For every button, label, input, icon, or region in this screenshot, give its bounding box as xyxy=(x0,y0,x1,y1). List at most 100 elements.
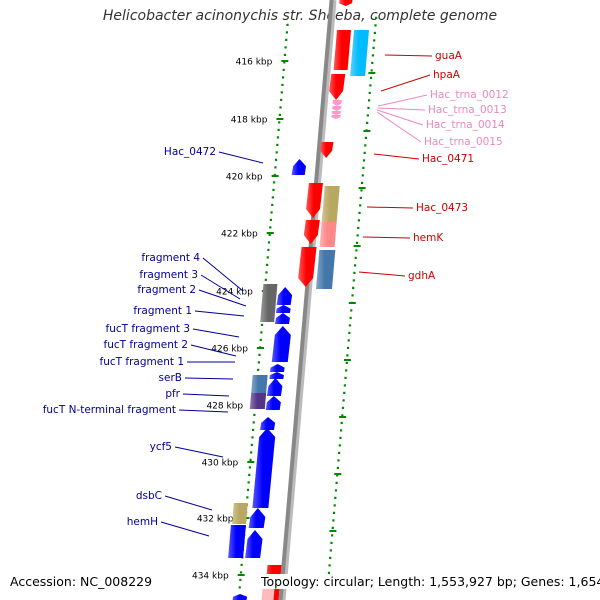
hemH-rev-cds xyxy=(245,530,263,558)
gdhA-cds xyxy=(298,247,317,287)
leader-Hac_0471 xyxy=(373,153,420,160)
left-rail-dot-20 xyxy=(273,173,276,176)
right-rail-dot-10 xyxy=(368,91,371,94)
right-rail-dot-53 xyxy=(341,414,344,417)
guaA-partner-cds xyxy=(350,30,369,76)
right-rail-dot-71 xyxy=(329,549,332,552)
dsbC-rev-cds xyxy=(248,508,266,528)
leader-hemK xyxy=(362,236,411,239)
right-rail-dot-54 xyxy=(340,421,343,424)
feature-label-gdhA: gdhA xyxy=(408,270,436,282)
feature-label-Hac_trna_0015: Hac_trna_0015 xyxy=(424,136,503,148)
left-rail-dot-27 xyxy=(269,226,272,229)
right-rail-dot-32 xyxy=(354,256,357,259)
feature-label-fragment-2: fragment 2 xyxy=(137,284,196,296)
Hac_0471-cds xyxy=(320,142,334,158)
leader-pfr xyxy=(182,393,230,397)
left-rail-dot-17 xyxy=(275,151,278,154)
right-rail-dot-12 xyxy=(367,106,370,109)
right-rail-dot-59 xyxy=(337,459,340,462)
left-rail-dot-6 xyxy=(282,68,285,71)
gdhA-partner-cds xyxy=(315,250,336,289)
dsbC-cds xyxy=(232,503,248,524)
right-rail-dot-21 xyxy=(361,174,364,177)
left-rail-dot-57 xyxy=(250,451,253,454)
leader-Hac_0473 xyxy=(366,206,414,209)
left-rail-dot-3 xyxy=(284,46,287,49)
right-rail-dot-57 xyxy=(338,444,341,447)
leader-serB xyxy=(184,377,234,380)
left-rail-dot-8 xyxy=(281,83,284,86)
ruler-tick-label: 424 kbp xyxy=(216,288,253,298)
right-rail-dot-50 xyxy=(343,391,346,394)
right-rail-dot-64 xyxy=(334,496,337,499)
right-rail-dot-17 xyxy=(364,144,367,147)
ruler-tick-label: 426 kbp xyxy=(211,345,248,355)
left-rail-dot-13 xyxy=(278,121,281,124)
right-rail-dot-48 xyxy=(344,376,347,379)
leader-gdhA xyxy=(358,271,406,277)
trna-0013 xyxy=(332,106,342,111)
left-rail-dot-32 xyxy=(266,263,269,266)
trna-0015 xyxy=(331,115,341,119)
ycf5-cds xyxy=(252,428,276,508)
right-rail-dot-47 xyxy=(345,369,348,372)
reverse-cds-bottom xyxy=(232,594,248,600)
right-rail-dot-29 xyxy=(356,234,359,237)
right-rail-dot-65 xyxy=(333,504,336,507)
fragment-1-cds xyxy=(275,313,290,324)
Hac_0472-cds xyxy=(291,159,307,175)
leader-fucT-fragment-2 xyxy=(190,344,237,357)
leader-Hac_trna_0014 xyxy=(376,109,424,126)
left-rail-dot-30 xyxy=(267,248,270,251)
right-rail-dot-72 xyxy=(329,556,332,559)
feature-label-fragment-3: fragment 3 xyxy=(139,269,198,281)
feature-track xyxy=(228,0,369,600)
right-rail-dot-37 xyxy=(351,294,354,297)
hemH-cds xyxy=(228,525,246,558)
left-rail-dot-11 xyxy=(279,106,282,109)
ruler-tick-label: 416 kbp xyxy=(236,58,273,68)
right-rail-dot-25 xyxy=(359,204,362,207)
feature-label-Hac_0471: Hac_0471 xyxy=(422,153,474,165)
fragment-2-cds xyxy=(275,305,291,313)
right-rail-dot-26 xyxy=(358,211,361,214)
left-rail-dot-12 xyxy=(278,113,281,116)
leader-fucT-fragment-3 xyxy=(192,328,240,338)
left-rail-dot-21 xyxy=(273,181,276,184)
leader-fragment-4 xyxy=(202,257,244,292)
left-rail-dot-45 xyxy=(257,361,260,364)
left-rail-dot-16 xyxy=(276,143,279,146)
left-rail-dot-28 xyxy=(268,233,271,236)
accession-text: Accession: NC_008229 xyxy=(10,574,156,589)
right-rail-dot-41 xyxy=(348,324,352,327)
feature-label-guaA: guaA xyxy=(435,50,463,62)
right-rail-dot-56 xyxy=(339,436,342,439)
feature-label-Hac_0472: Hac_0472 xyxy=(164,146,216,158)
fucT-fragment-2-cds xyxy=(269,364,285,372)
left-rail-dot-46 xyxy=(257,368,260,371)
feature-label-hemH: hemH xyxy=(127,516,158,528)
ruler-tick-label: 428 kbp xyxy=(206,402,243,412)
right-rail-dot-46 xyxy=(345,361,348,364)
right-rail-dot-5 xyxy=(371,54,375,57)
feature-label-serB: serB xyxy=(159,372,182,384)
left-rail-dot-0 xyxy=(286,23,289,26)
left-rail-dot-29 xyxy=(267,241,271,244)
right-rail-dot-8 xyxy=(369,76,373,79)
fragment-4-cds xyxy=(260,284,278,322)
leader-Hac_trna_0015 xyxy=(376,111,422,143)
right-rail-dot-49 xyxy=(343,384,346,387)
right-rail-dot-63 xyxy=(334,489,338,492)
feature-label-hpaA: hpaA xyxy=(433,69,461,81)
feature-label-Hac_0473: Hac_0473 xyxy=(416,202,468,214)
right-rail-dot-74 xyxy=(327,571,331,574)
left-rail-dot-31 xyxy=(266,256,269,259)
ruler-tick-label: 422 kbp xyxy=(221,230,258,240)
right-rail-dot-28 xyxy=(357,226,360,229)
right-rail-dot-22 xyxy=(360,181,364,184)
backbone-line xyxy=(278,0,334,600)
feature-label-fucT-fragment-3: fucT fragment 3 xyxy=(106,323,190,335)
left-rail-dot-56 xyxy=(250,443,253,446)
